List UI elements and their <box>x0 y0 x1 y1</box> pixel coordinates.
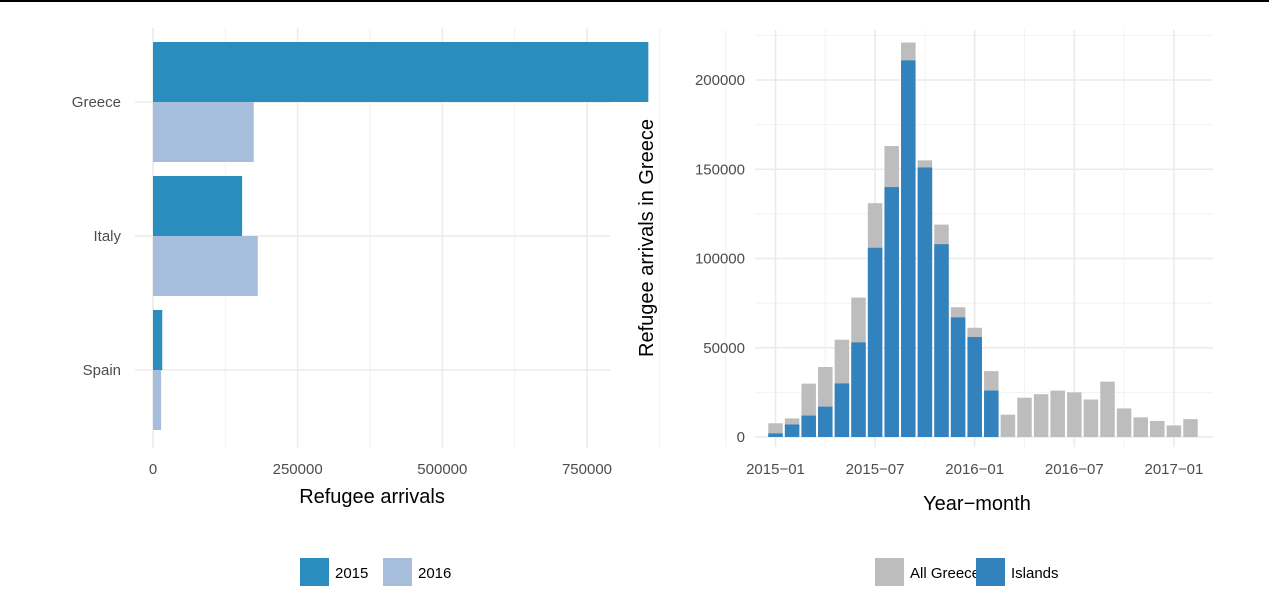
legend-swatch-islands <box>976 558 1005 586</box>
x-tick-label: 2016−01 <box>945 461 1004 478</box>
legend-label: Islands <box>1011 565 1059 582</box>
bar-spain-2015 <box>153 310 163 370</box>
right-legend: All Greece Islands <box>875 558 1059 586</box>
x-tick-label: 2015−01 <box>746 461 805 478</box>
bar-islands-2015-05 <box>834 383 850 437</box>
bar-islands-2015-12 <box>950 317 966 437</box>
bar-all-greece-2016-07 <box>1067 392 1082 437</box>
y-tick-label: 50000 <box>703 340 745 357</box>
legend-label: All Greece <box>910 565 980 582</box>
y-tick-label: 0 <box>737 429 745 446</box>
bar-islands-2016-01 <box>967 337 982 437</box>
bar-all-greece-2016-09 <box>1100 381 1115 437</box>
bar-islands-2016-02 <box>984 390 999 437</box>
bar-islands-2015-07 <box>867 247 883 437</box>
bar-all-greece-2016-06 <box>1050 390 1065 437</box>
bar-all-greece-2016-12 <box>1150 420 1165 437</box>
y-tick-label: Greece <box>72 94 121 111</box>
legend-swatch-all-greece <box>875 558 904 586</box>
y-tick-label: Italy <box>93 228 121 245</box>
bar-greece-2016 <box>153 102 254 162</box>
bar-islands-2015-08 <box>884 187 899 437</box>
x-tick-label: 2017−01 <box>1144 461 1203 478</box>
y-axis-title: Refugee arrivals in Greece <box>636 119 658 357</box>
bar-islands-2015-01 <box>768 433 783 437</box>
y-tick-label: 200000 <box>695 72 745 89</box>
bar-islands-2015-02 <box>784 424 800 437</box>
bar-all-greece-2016-03 <box>1000 414 1016 437</box>
bar-islands-2015-10 <box>917 167 933 437</box>
x-tick-label: 750000 <box>562 461 612 478</box>
bar-spain-2016 <box>153 370 162 430</box>
bar-italy-2016 <box>153 236 258 296</box>
x-tick-label: 2016−07 <box>1045 461 1104 478</box>
x-tick-label: 0 <box>149 461 157 478</box>
legend-label: 2015 <box>335 565 368 582</box>
bar-all-greece-2016-04 <box>1017 397 1032 437</box>
x-axis-title: Refugee arrivals <box>299 486 445 508</box>
bar-all-greece-2017-02 <box>1183 419 1198 437</box>
bar-all-greece-2016-10 <box>1116 408 1132 437</box>
y-tick-label: 150000 <box>695 161 745 178</box>
bar-islands-2015-06 <box>851 342 866 437</box>
x-tick-label: 500000 <box>417 461 467 478</box>
left-legend: 2015 2016 <box>300 558 451 586</box>
bar-all-greece-2016-08 <box>1083 399 1099 437</box>
bar-islands-2015-04 <box>818 406 833 437</box>
bar-islands-2015-09 <box>901 60 916 438</box>
y-tick-label: 100000 <box>695 251 745 268</box>
bar-islands-2015-11 <box>934 244 949 437</box>
x-tick-label: 2015−07 <box>846 461 905 478</box>
top-rule <box>0 0 1269 2</box>
bar-greece-2015 <box>153 42 649 102</box>
x-axis-title: Year−month <box>923 493 1031 515</box>
bar-all-greece-2017-01 <box>1166 425 1182 437</box>
y-tick-label: Spain <box>83 362 121 379</box>
right-chart: 0 50000 100000 150000 200000 2015−01 2015−07 20… <box>636 30 1213 586</box>
bar-all-greece-2016-11 <box>1133 417 1148 437</box>
legend-label: 2016 <box>418 565 451 582</box>
left-chart: Greece Italy Spain 0 250000 500000 750000 Refug… <box>72 28 660 586</box>
bar-italy-2015 <box>153 176 243 236</box>
bar-islands-2015-03 <box>801 415 816 437</box>
bar-all-greece-2016-05 <box>1033 394 1049 437</box>
x-tick-label: 250000 <box>273 461 323 478</box>
legend-swatch-2015 <box>300 558 329 586</box>
legend-swatch-2016 <box>383 558 412 586</box>
